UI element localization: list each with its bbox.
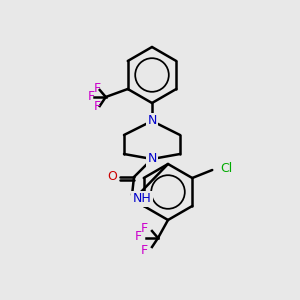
Text: NH: NH	[133, 193, 152, 206]
Text: F: F	[134, 230, 142, 244]
Text: O: O	[107, 170, 117, 184]
Text: N: N	[147, 152, 157, 166]
Text: Cl: Cl	[220, 161, 232, 175]
Text: F: F	[88, 91, 95, 103]
Text: F: F	[140, 244, 148, 256]
Text: F: F	[94, 100, 101, 113]
Text: N: N	[147, 115, 157, 128]
Text: F: F	[140, 221, 148, 235]
Text: F: F	[94, 82, 101, 95]
